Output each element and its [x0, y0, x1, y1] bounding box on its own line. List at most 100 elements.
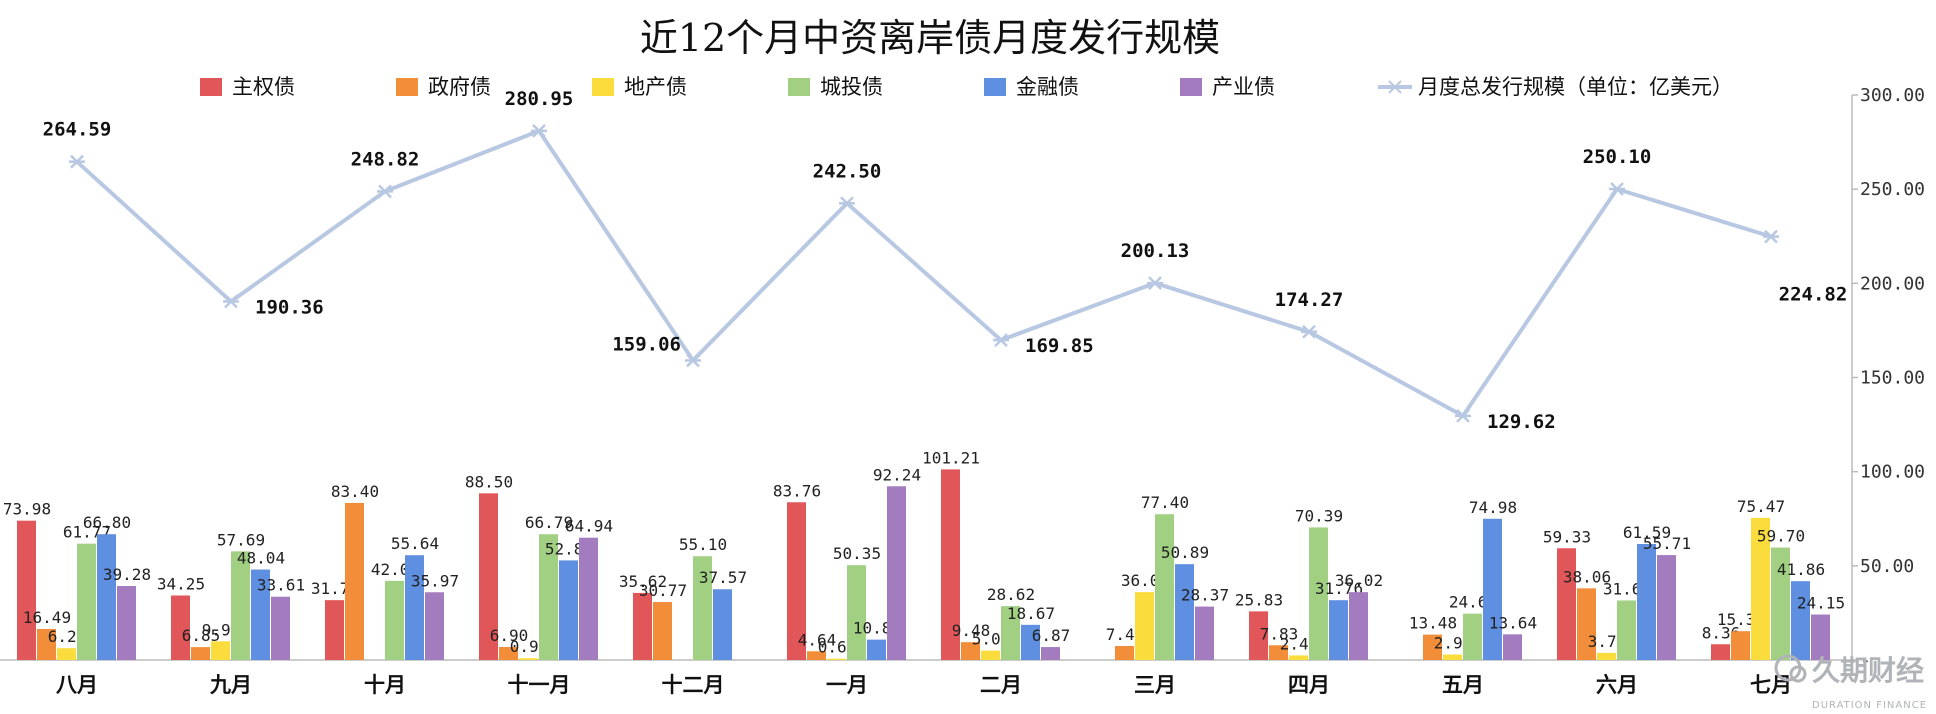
bar [1483, 518, 1502, 660]
bar-value-label: 13.64 [1489, 613, 1537, 632]
line-value-label: 169.85 [1025, 335, 1094, 357]
bar [345, 502, 364, 660]
total-line: 264.59 190.36 248.82 280.95 159.06 242.50 169.… [43, 88, 1848, 433]
category-label: 八月 [56, 672, 98, 697]
legend-item: 金融债 [984, 75, 1079, 99]
bar-value-label: 34.25 [157, 574, 205, 593]
legend-swatch [788, 78, 810, 96]
bar-value-label: 8.36 [1702, 623, 1741, 642]
watermark-sub: DURATION FINANCE [1812, 700, 1927, 711]
legend-item: 政府债 [396, 75, 491, 99]
line-point [1147, 276, 1163, 290]
bar [1041, 647, 1060, 660]
legend-swatch [1180, 78, 1202, 96]
bar [171, 595, 190, 660]
category-label: 十二月 [662, 672, 725, 697]
watermark-main: 久期财经 [1812, 654, 1924, 687]
bar [77, 543, 96, 660]
category-label: 九月 [209, 672, 252, 697]
total-line-path [75, 128, 1772, 418]
bar-value-label: 5.00 [972, 630, 1011, 649]
category-label: 四月 [1288, 672, 1330, 697]
line-point [1609, 182, 1625, 196]
bar [693, 556, 712, 660]
bar-value-label: 2.44 [1280, 634, 1319, 653]
line-value-label: 280.95 [505, 88, 574, 110]
bar-value-label: 59.33 [1543, 527, 1591, 546]
bar [385, 580, 404, 660]
bar [1195, 606, 1214, 660]
bar [1309, 527, 1328, 660]
bar-value-label: 57.69 [217, 530, 265, 549]
category-label: 一月 [826, 672, 868, 697]
bar-value-label: 37.57 [699, 568, 747, 587]
bar [867, 639, 886, 660]
bar-value-label: 13.48 [1409, 614, 1457, 633]
bar-value-label: 35.97 [411, 571, 459, 590]
legend-item: 产业债 [1180, 75, 1275, 99]
bar [1577, 588, 1596, 660]
bar-value-label: 0.94 [510, 637, 549, 656]
bar [499, 647, 518, 660]
bar [1329, 600, 1348, 660]
bar [1443, 654, 1462, 660]
bar [1731, 631, 1750, 660]
bar [1657, 555, 1676, 660]
bar-value-label: 83.76 [773, 481, 821, 500]
bar-value-label: 55.71 [1643, 534, 1691, 553]
watermark-logo-icon [1774, 654, 1807, 683]
line-value-label: 248.82 [351, 148, 420, 170]
bar [1463, 613, 1482, 660]
bar [1771, 547, 1790, 660]
line-point [223, 294, 239, 309]
bar [807, 651, 826, 660]
line-point [69, 154, 85, 169]
y-tick-label: 200.00 [1860, 273, 1925, 294]
line-value-label: 224.82 [1779, 284, 1848, 306]
legend-swatch [592, 78, 614, 96]
legend-swatch [200, 78, 222, 96]
bar [1597, 652, 1616, 660]
line-value-label: 159.06 [612, 333, 681, 355]
bar-value-label: 9.92 [202, 620, 241, 639]
bar [1289, 655, 1308, 660]
legend-swatch [984, 78, 1006, 96]
y-tick-label: 100.00 [1860, 462, 1925, 483]
chart-title: 近12个月中资离岸债月度发行规模 [640, 16, 1220, 60]
bar-value-label: 48.04 [237, 549, 285, 568]
bar-value-label: 59.70 [1757, 527, 1805, 546]
bar [1711, 644, 1730, 660]
bar-value-label: 28.37 [1181, 586, 1229, 605]
bar-value-label: 9.48 [952, 621, 991, 640]
bar [1249, 611, 1268, 660]
category-label: 十一月 [508, 672, 571, 697]
bar [231, 551, 250, 660]
bar [425, 592, 444, 660]
category-label: 二月 [980, 672, 1022, 697]
bar-value-label: 92.24 [873, 465, 921, 484]
category-label: 六月 [1596, 672, 1638, 697]
bar-value-label: 4.64 [798, 630, 837, 649]
legend-label: 产业债 [1212, 75, 1275, 99]
y-tick-label: 300.00 [1860, 85, 1925, 106]
bar-value-label: 18.67 [1007, 604, 1055, 623]
bar-value-label: 25.83 [1235, 590, 1283, 609]
bar [1557, 548, 1576, 660]
bar [17, 520, 36, 660]
bar-value-label: 24.15 [1797, 594, 1845, 613]
bar [1503, 634, 1522, 660]
bar [847, 565, 866, 660]
category-axis: 八月 九月 十月 十一月 十二月 一月 二月 三月 四月 五月 六月 七月 [56, 672, 1792, 697]
bar-value-label: 55.64 [391, 534, 439, 553]
line-point [993, 333, 1009, 347]
line-value-label: 190.36 [255, 296, 324, 318]
bar-value-label: 38.06 [1563, 567, 1611, 586]
y-tick-label: 150.00 [1860, 368, 1925, 389]
bar [787, 502, 806, 660]
bar [1617, 600, 1636, 660]
bar [961, 642, 980, 660]
bar-value-label: 6.27 [48, 627, 87, 646]
bar-value-label: 6.87 [1032, 626, 1071, 645]
bar [1791, 581, 1810, 660]
